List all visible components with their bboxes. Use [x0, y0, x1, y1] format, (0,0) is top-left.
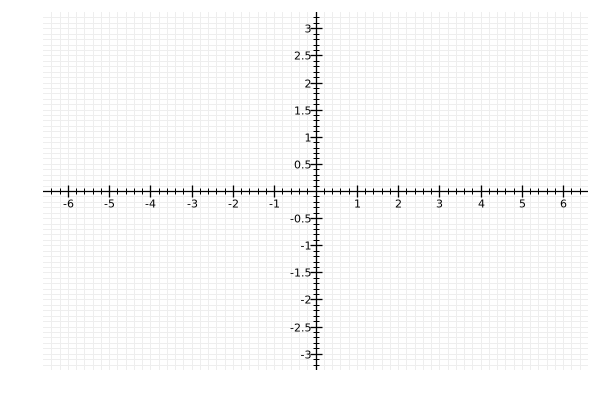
y-tick-label: 1	[305, 132, 312, 145]
x-tick-label: 5	[519, 198, 526, 211]
x-tick-label: 6	[560, 198, 567, 211]
y-tick-label: -1.5	[290, 267, 311, 280]
y-tick-label: 2	[305, 78, 312, 91]
x-tick-label: -1	[269, 198, 280, 211]
x-tick-label: -2	[228, 198, 239, 211]
x-tick-label: -3	[187, 198, 198, 211]
y-tick-label: 0.5	[294, 159, 312, 172]
y-tick-label: -2	[301, 294, 312, 307]
y-tick-label: 3	[305, 23, 312, 36]
y-tick-label: -0.5	[290, 213, 311, 226]
x-tick-label: -4	[145, 198, 156, 211]
x-tick-label: 4	[478, 198, 485, 211]
y-tick-label: -1	[301, 240, 312, 253]
y-tick-label: 2.5	[294, 50, 312, 63]
x-tick-label: -6	[63, 198, 74, 211]
y-tick-label: -2.5	[290, 322, 311, 335]
tick-labels: -6 -5 -4 -3 -2 -1 1 2 3 4 5 6 3 2.5 2 1.5 1 0.5 -0.5 -1 -1.5…	[63, 23, 567, 362]
x-tick-label: 3	[436, 198, 443, 211]
axes	[43, 12, 588, 370]
x-tick-label: 1	[354, 198, 361, 211]
y-tick-label: -3	[301, 349, 312, 362]
x-tick-label: -5	[104, 198, 115, 211]
y-tick-label: 1.5	[294, 105, 312, 118]
x-tick-label: 2	[395, 198, 402, 211]
